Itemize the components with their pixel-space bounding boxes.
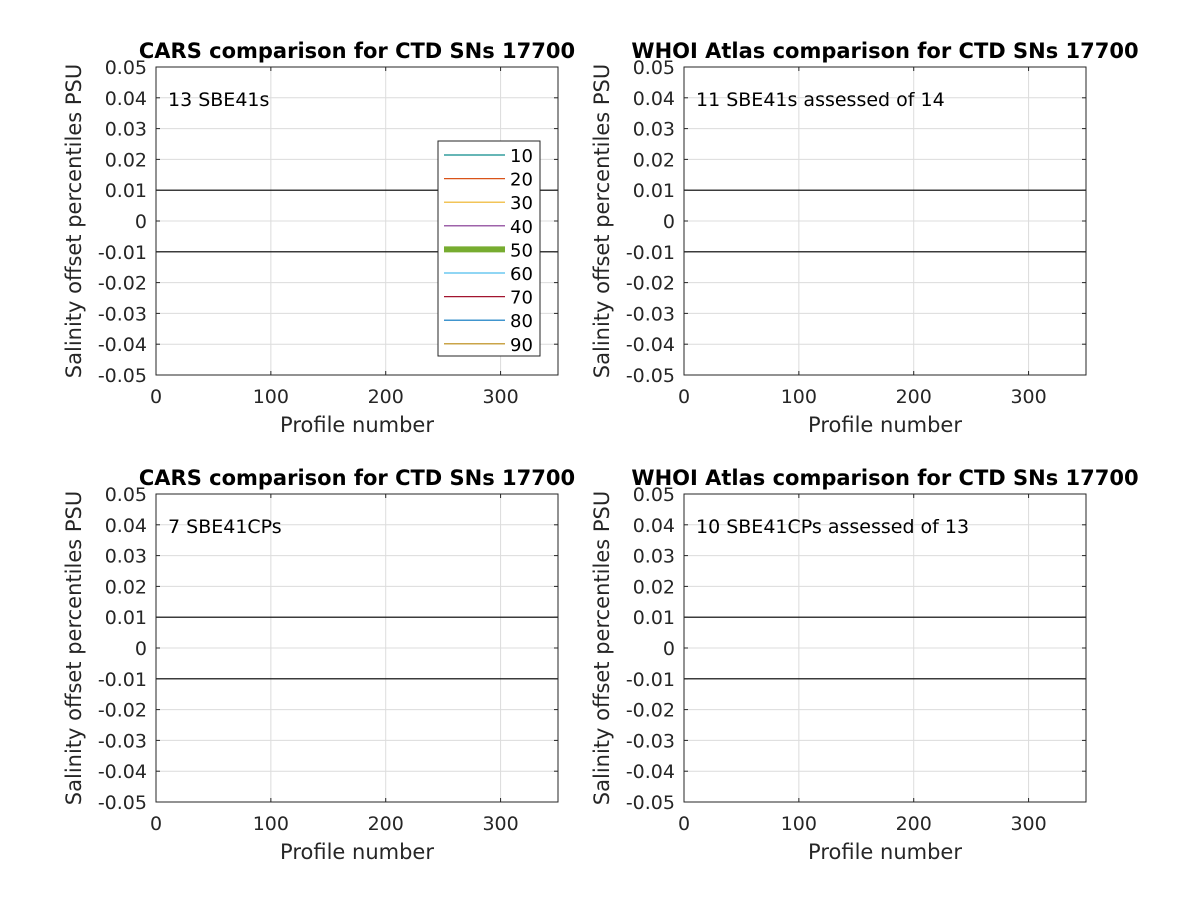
y-axis-label: Salinity offset percentiles PSU (62, 64, 86, 378)
y-tick-label: -0.01 (98, 242, 147, 264)
y-tick-label: 0.05 (105, 484, 147, 506)
y-tick-label: -0.01 (626, 242, 675, 264)
y-tick-label: 0.04 (633, 88, 675, 110)
y-tick-label: -0.01 (98, 669, 147, 691)
subplot-3: 0 100 200 300 0.05 0.04 0.03 0.02 0.01 0 -0.01 -0.0… (62, 466, 575, 864)
y-tick-label: -0.05 (98, 792, 147, 814)
y-axis-label: Salinity offset percentiles PSU (590, 64, 614, 378)
y-tick-label: 0 (663, 211, 675, 233)
plot-title: WHOI Atlas comparison for CTD SNs 17700 (631, 466, 1138, 490)
y-axis-label: Salinity offset percentiles PSU (62, 491, 86, 805)
x-tick-label: 300 (482, 813, 518, 835)
y-tick-label: -0.01 (626, 669, 675, 691)
y-tick-label: -0.03 (98, 730, 147, 752)
y-tick-label: 0.04 (105, 88, 147, 110)
y-tick-label: 0.01 (105, 180, 147, 202)
y-tick-label: 0.04 (105, 515, 147, 537)
x-tick-label: 200 (368, 813, 404, 835)
annotation-text: 7 SBE41CPs (168, 516, 282, 538)
y-tick-label: 0.02 (633, 149, 675, 171)
subplot-4: 0 100 200 300 0.05 0.04 0.03 0.02 0.01 0 -0.01 -0.0… (590, 466, 1139, 864)
y-tick-label: -0.04 (626, 334, 675, 356)
y-tick-label: -0.02 (98, 700, 147, 722)
y-tick-label: 0.05 (105, 57, 147, 79)
y-tick-label: 0 (135, 211, 147, 233)
x-tick-label: 100 (781, 813, 817, 835)
legend-label-10: 10 (510, 146, 533, 167)
plot-title: CARS comparison for CTD SNs 17700 (139, 39, 575, 63)
y-tick-label: 0 (663, 638, 675, 660)
y-tick-label: -0.02 (98, 273, 147, 295)
y-tick-label: 0.03 (633, 546, 675, 568)
subplot-2: 0 100 200 300 0.05 0.04 0.03 0.02 0.01 0 -0.01 -0.0… (590, 39, 1139, 437)
legend-label-70: 70 (510, 288, 533, 309)
y-tick-label: -0.05 (626, 365, 675, 387)
y-tick-label: 0.01 (633, 180, 675, 202)
x-tick-label: 0 (678, 386, 690, 408)
plot-title: WHOI Atlas comparison for CTD SNs 17700 (631, 39, 1138, 63)
x-axis-label: Profile number (808, 413, 962, 437)
y-tick-label: -0.03 (98, 303, 147, 325)
x-axis-label: Profile number (280, 413, 434, 437)
y-tick-label: 0.03 (633, 119, 675, 141)
y-tick-label: 0.03 (105, 546, 147, 568)
y-tick-label: 0.02 (633, 576, 675, 598)
y-tick-label: -0.03 (626, 730, 675, 752)
x-tick-label: 200 (368, 386, 404, 408)
x-tick-label: 200 (896, 386, 932, 408)
y-tick-label: 0.03 (105, 119, 147, 141)
y-tick-label: -0.03 (626, 303, 675, 325)
x-tick-label: 200 (896, 813, 932, 835)
y-axis-label: Salinity offset percentiles PSU (590, 491, 614, 805)
x-tick-label: 0 (150, 386, 162, 408)
x-tick-label: 300 (482, 386, 518, 408)
y-tick-label: 0.04 (633, 515, 675, 537)
x-tick-label: 100 (781, 386, 817, 408)
legend-label-80: 80 (510, 311, 533, 332)
y-tick-label: -0.04 (98, 761, 147, 783)
y-tick-label: 0.05 (633, 484, 675, 506)
plot-title: CARS comparison for CTD SNs 17700 (139, 466, 575, 490)
x-axis-label: Profile number (808, 840, 962, 864)
y-tick-label: 0.01 (105, 607, 147, 629)
y-tick-label: -0.05 (626, 792, 675, 814)
y-tick-label: -0.04 (98, 334, 147, 356)
x-tick-label: 300 (1010, 386, 1046, 408)
annotation-text: 11 SBE41s assessed of 14 (696, 89, 945, 111)
y-tick-label: 0.05 (633, 57, 675, 79)
x-tick-label: 0 (150, 813, 162, 835)
x-axis-label: Profile number (280, 840, 434, 864)
legend-label-50: 50 (510, 240, 533, 261)
y-tick-label: -0.05 (98, 365, 147, 387)
x-tick-label: 300 (1010, 813, 1046, 835)
x-tick-label: 100 (253, 386, 289, 408)
y-tick-label: 0.01 (633, 607, 675, 629)
x-tick-label: 100 (253, 813, 289, 835)
y-tick-label: -0.02 (626, 700, 675, 722)
legend-label-20: 20 (510, 170, 533, 191)
y-tick-label: 0 (135, 638, 147, 660)
legend-label-60: 60 (510, 264, 533, 285)
x-tick-label: 0 (678, 813, 690, 835)
annotation-text: 13 SBE41s (168, 89, 269, 111)
y-tick-label: -0.04 (626, 761, 675, 783)
annotation-text: 10 SBE41CPs assessed of 13 (696, 516, 969, 538)
legend-label-40: 40 (510, 217, 533, 238)
legend-label-30: 30 (510, 193, 533, 214)
y-tick-label: -0.02 (626, 273, 675, 295)
y-tick-label: 0.02 (105, 149, 147, 171)
legend-label-90: 90 (510, 335, 533, 356)
y-tick-label: 0.02 (105, 576, 147, 598)
